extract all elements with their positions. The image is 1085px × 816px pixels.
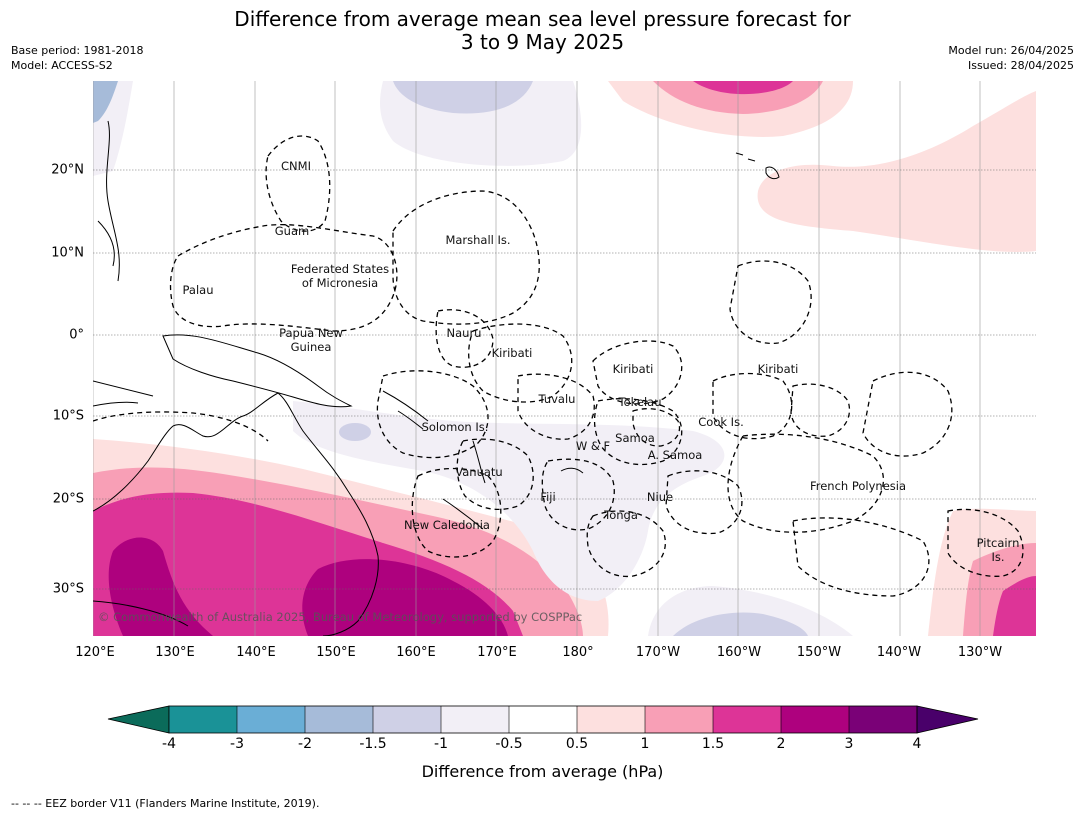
colorbar-swatch-p05-1	[577, 706, 645, 733]
colorbar-swatch-m2-m15	[305, 706, 373, 733]
lon-label-140w: 140°W	[876, 645, 922, 660]
anomaly-contour-m1-north	[393, 81, 533, 114]
base-period-text: Base period: 1981-2018	[11, 44, 144, 57]
place-pitcairn-1: Pitcairn	[977, 536, 1020, 550]
lat-label-10s: 10°S	[52, 408, 84, 424]
colorbar-swatch-lt-m4	[107, 705, 170, 734]
place-kiribati-w: Kiribati	[492, 346, 533, 360]
lat-label-20s: 20°S	[52, 491, 84, 507]
anomaly-contour-2-sw	[108, 537, 213, 636]
lon-label-170w: 170°W	[635, 645, 681, 660]
lon-label-130e: 130°E	[155, 645, 195, 660]
lon-label-180: 180°	[562, 645, 594, 660]
anomaly-contour-m1-south	[673, 612, 808, 636]
lon-label-160e: 160°E	[396, 645, 436, 660]
colorbar-swatch-m15-m1	[373, 706, 441, 733]
place-vanuatu: Vanuatu	[455, 465, 502, 479]
meta-left: Base period: 1981-2018 Model: ACCESS-S2	[11, 43, 143, 73]
meta-right: Model run: 26/04/2025 Issued: 28/04/2025	[948, 43, 1074, 73]
anomaly-contour-1.5-ne	[693, 81, 793, 95]
colorbar-tick-m05: -0.5	[495, 736, 523, 752]
place-asamoa: A. Samoa	[648, 448, 703, 462]
issued-text: Issued: 28/04/2025	[967, 59, 1074, 72]
anomaly-contour-m1-solomon	[339, 423, 371, 441]
model-text: Model: ACCESS-S2	[11, 59, 113, 72]
colorbar-label: Difference from average (hPa)	[421, 762, 664, 781]
place-fsm-2: of Micronesia	[302, 276, 378, 290]
colorbar-swatch-p15-2	[713, 706, 781, 733]
place-frenchpoly: French Polynesia	[810, 479, 906, 493]
anomaly-contour-1.5-se	[993, 576, 1036, 636]
place-palau: Palau	[183, 283, 214, 297]
place-nauru: Nauru	[447, 326, 482, 340]
colorbar-tick-2: 2	[776, 736, 786, 752]
place-tokelau: Tokelau	[618, 395, 662, 409]
place-marshall: Marshall Is.	[445, 233, 510, 247]
copyright-text: © Commonwealth of Australia 2025, Bureau…	[98, 610, 582, 624]
chart-title-line1: Difference from average mean sea level p…	[234, 7, 851, 31]
colorbar-tick-4: 4	[912, 736, 922, 752]
colorbar-swatch-m3-m2	[237, 706, 305, 733]
colorbar	[107, 705, 979, 734]
lat-label-0: 0°	[69, 327, 84, 343]
anomaly-contour-m1.5-nw	[93, 81, 118, 123]
place-kiribati-c: Kiribati	[613, 362, 654, 376]
place-cnmi: CNMI	[281, 159, 311, 173]
lon-label-150w: 150°W	[796, 645, 842, 660]
lon-label-150e: 150°E	[316, 645, 356, 660]
lon-label-140e: 140°E	[236, 645, 276, 660]
anomaly-contour-m0.5-central	[293, 401, 725, 601]
colorbar-swatch-p2-3	[781, 706, 849, 733]
lat-label-30s: 30°S	[52, 581, 84, 597]
lat-label-10n: 10°N	[51, 245, 84, 261]
colorbar-tick-m15: -1.5	[359, 736, 387, 752]
colorbar-tick-m3: -3	[230, 736, 244, 752]
lon-label-160w: 160°W	[716, 645, 762, 660]
place-tuvalu: Tuvalu	[538, 392, 576, 406]
chart-title-line2: 3 to 9 May 2025	[460, 30, 625, 54]
colorbar-tick-m2: -2	[298, 736, 312, 752]
lat-label-20n: 20°N	[51, 162, 84, 178]
gridlines	[93, 81, 981, 636]
colorbar-tick-05: 0.5	[565, 736, 589, 752]
lat-gridlines	[93, 169, 1036, 590]
place-kiribati-e: Kiribati	[758, 362, 799, 376]
colorbar-tick-1: 1	[640, 736, 650, 752]
colorbar-swatch-gt-4	[916, 705, 979, 734]
place-fsm-1: Federated States	[291, 262, 389, 276]
map-panel: CNMI Guam Marshall Is. Palau Federated S…	[93, 81, 1036, 636]
colorbar-tick-3: 3	[844, 736, 854, 752]
place-solomon: Solomon Is.	[422, 420, 489, 434]
anomaly-contour-2-sw-b	[302, 559, 508, 636]
lon-label-120e: 120°E	[75, 645, 115, 660]
eez-borders	[93, 135, 1024, 597]
place-cook: Cook Is.	[698, 415, 743, 429]
place-png-2: Guinea	[291, 340, 332, 354]
colorbar-swatch-p1-15	[645, 706, 713, 733]
colorbar-swatch-p3-4	[849, 706, 917, 733]
place-wf: W & F	[576, 439, 610, 453]
coastlines	[93, 120, 780, 636]
anomaly-map: CNMI Guam Marshall Is. Palau Federated S…	[93, 81, 1036, 636]
colorbar-swatch-m4-m3	[169, 706, 237, 733]
eez-footnote: -- -- -- EEZ border V11 (Flanders Marine…	[11, 797, 320, 810]
place-guam: Guam	[275, 224, 309, 238]
colorbar-swatch-m1-m05	[441, 706, 509, 733]
place-samoa: Samoa	[615, 431, 655, 445]
place-fiji: Fiji	[540, 490, 555, 504]
place-png-1: Papua New	[279, 326, 343, 340]
place-niue: Niue	[647, 490, 673, 504]
place-labels: CNMI Guam Marshall Is. Palau Federated S…	[183, 159, 1020, 564]
colorbar-swatch-m05-05	[509, 706, 577, 733]
place-tonga: Tonga	[603, 508, 638, 522]
colorbar-tick-15: 1.5	[701, 736, 725, 752]
colorbar-tick-m4: -4	[162, 736, 176, 752]
lon-label-130w: 130°W	[957, 645, 1003, 660]
place-pitcairn-2: Is.	[991, 550, 1004, 564]
model-run-text: Model run: 26/04/2025	[948, 44, 1074, 57]
anomaly-contour-0.5-east	[757, 91, 1036, 252]
lon-label-170e: 170°E	[477, 645, 517, 660]
place-newcal: New Caledonia	[404, 518, 490, 532]
colorbar-tick-m1: -1	[434, 736, 448, 752]
